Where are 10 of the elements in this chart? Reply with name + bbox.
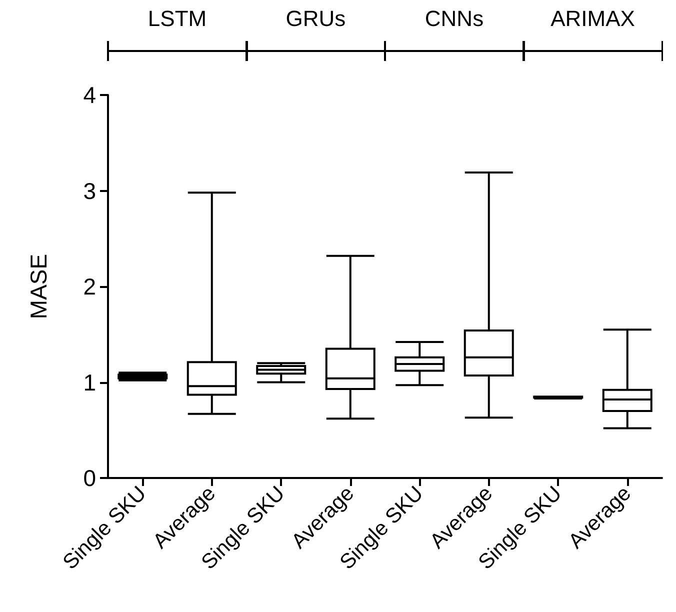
y-axis-title: MASE (26, 254, 52, 320)
text: GRUs (284, 6, 347, 32)
y-tick-label: 2 (83, 274, 96, 300)
y-tick-label: 0 (83, 465, 96, 491)
text: CNNs (424, 6, 485, 32)
text: LSTM (146, 6, 208, 32)
y-tick-label: 3 (83, 178, 96, 204)
y-tick-label: 4 (83, 82, 96, 108)
text: ARIMAX (550, 6, 636, 32)
y-tick-label: 1 (83, 369, 96, 396)
